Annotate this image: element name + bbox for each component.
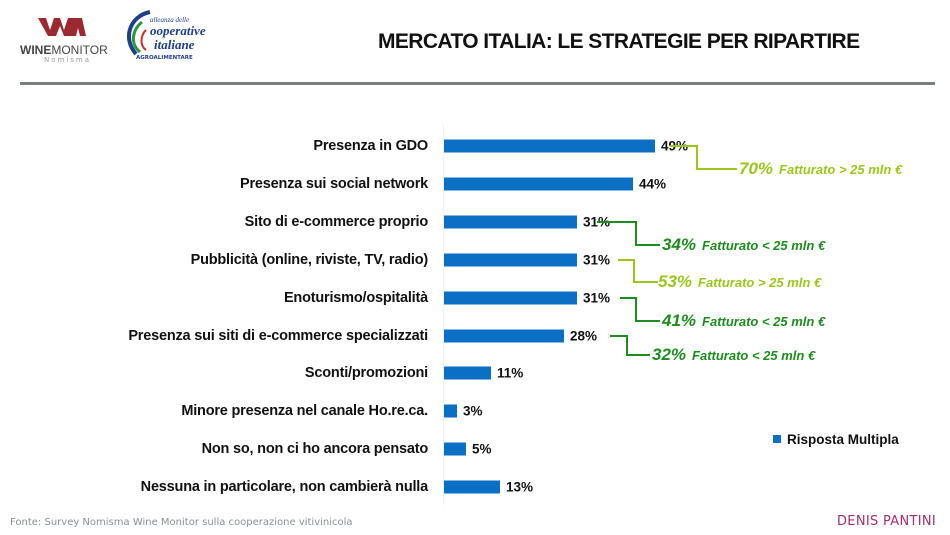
source-note: Fonte: Survey Nomisma Wine Monitor sulla… <box>10 517 353 528</box>
category-label: Presenza in GDO <box>313 138 428 154</box>
annotation-text: Fatturato < 25 mln € <box>702 238 826 253</box>
logo-italiane: italiane <box>154 37 195 52</box>
category-label: Pubblicità (online, riviste, TV, radio) <box>190 252 429 268</box>
bar-value-label: 31% <box>583 252 611 268</box>
bar <box>444 329 564 343</box>
bar <box>444 404 457 418</box>
category-label: Presenza sui social network <box>239 176 428 192</box>
revenue-annotation: 53% Fatturato > 25 mln € <box>658 272 821 292</box>
annotation-pct: 53% <box>658 272 693 291</box>
category-label: Sito di e-commerce proprio <box>244 214 429 230</box>
category-label: Nessuna in particolare, non cambierà nul… <box>140 479 429 495</box>
bar-value-label: 31% <box>583 290 611 306</box>
annotation-pct: 34% <box>662 235 697 254</box>
revenue-annotation: 70% Fatturato > 25 mln € <box>739 159 902 179</box>
revenue-annotation: 34% Fatturato < 25 mln € <box>662 235 825 255</box>
annotation-pct: 41% <box>662 311 697 330</box>
legend-label: Risposta Multipla <box>787 432 899 447</box>
category-label: Presenza sui siti di e-commerce speciali… <box>128 328 428 344</box>
revenue-annotation: 32% Fatturato < 25 mln € <box>652 345 815 365</box>
bar <box>444 139 655 153</box>
logo-alleanza: alleanza delle <box>150 16 190 24</box>
bar-value-label: 3% <box>463 403 483 419</box>
bar <box>444 253 577 267</box>
annotation-text: Fatturato < 25 mln € <box>702 314 826 329</box>
category-label: Non so, non ci ho ancora pensato <box>201 441 429 457</box>
author-name: DENIS PANTINI <box>837 514 937 529</box>
category-label: Sconti/promozioni <box>304 365 428 381</box>
winemonitor-logo: WINEMONITOR Nomisma <box>18 16 110 64</box>
bar-value-label: 13% <box>506 479 534 495</box>
bar <box>444 291 577 305</box>
bar-value-label: 31% <box>583 214 611 230</box>
category-label: Minore presenza nel canale Ho.re.ca. <box>181 403 428 419</box>
chart-axis-line <box>443 125 444 505</box>
annotation-text: Fatturato > 25 mln € <box>698 275 822 290</box>
revenue-annotation: 41% Fatturato < 25 mln € <box>662 311 825 331</box>
bar-value-label: 5% <box>472 441 492 457</box>
bar <box>444 442 466 456</box>
chart-legend: Risposta Multipla <box>773 432 899 447</box>
cooperative-logo: alleanza delle ooperative italiane AGROA… <box>120 8 210 64</box>
annotation-text: Fatturato < 25 mln € <box>692 348 816 363</box>
header-divider <box>20 82 935 85</box>
page-title: MERCATO ITALIA: LE STRATEGIE PER RIPARTI… <box>378 30 860 53</box>
legend-swatch-icon <box>773 435 781 443</box>
category-label: Enoturismo/ospitalità <box>283 290 428 306</box>
annotation-text: Fatturato > 25 mln € <box>779 162 903 177</box>
logo-wine: WINE <box>20 43 52 57</box>
logo-agroalimentare: AGROALIMENTARE <box>136 55 193 61</box>
logo-nomisma: Nomisma <box>44 56 92 64</box>
bar <box>444 215 577 229</box>
bar <box>444 177 633 191</box>
winemonitor-mark-icon <box>38 18 86 36</box>
logo-cooperative: ooperative <box>150 23 206 38</box>
annotation-pct: 70% <box>739 159 774 178</box>
cooperative-swirl-icon <box>126 10 151 56</box>
logo-monitor: MONITOR <box>51 43 108 57</box>
bar <box>444 480 500 494</box>
annotation-pct: 32% <box>652 345 687 364</box>
bar-value-label: 11% <box>497 365 524 381</box>
bar-value-label: 44% <box>639 176 667 192</box>
bar-value-label: 28% <box>570 328 598 344</box>
bar <box>444 366 491 380</box>
